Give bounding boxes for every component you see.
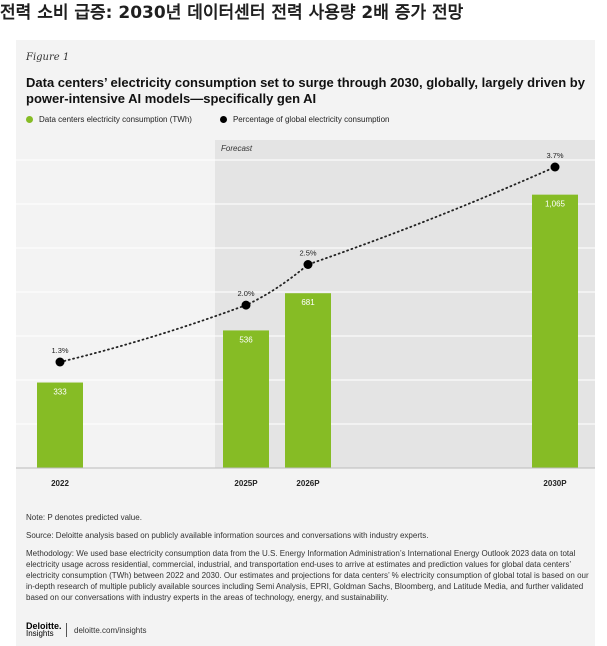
- chart-legend: Data centers electricity consumption (TW…: [26, 115, 417, 124]
- logo-sub-text: Insights: [26, 629, 54, 638]
- percentage-point-2022: [55, 357, 65, 367]
- x-tick-label: 2026P: [296, 479, 320, 488]
- percentage-label: 2.5%: [299, 249, 316, 258]
- percentage-trendline: [59, 166, 556, 363]
- forecast-label: Forecast: [221, 144, 253, 153]
- forecast-region: [215, 140, 595, 468]
- legend-bar-swatch: [26, 116, 33, 123]
- figure-label: Figure 1: [26, 52, 70, 63]
- source-text: Source: Deloitte analysis based on publi…: [26, 531, 429, 540]
- bar-2030P: [532, 194, 578, 468]
- deloitte-logo: Deloitte. Insights: [26, 621, 62, 638]
- logo-main-text: Deloitte.: [26, 621, 62, 631]
- legend-dot-swatch: [219, 116, 227, 123]
- methodology-text: Methodology: We used base electricity co…: [26, 549, 589, 602]
- bar-value-label: 681: [301, 298, 315, 307]
- percentage-point-2026P: [303, 260, 313, 269]
- legend-item-consumption: Data centers electricity consumption (TW…: [26, 115, 192, 124]
- bar-value-label: 1,065: [545, 200, 566, 209]
- percentage-point-2030P: [550, 162, 560, 172]
- percentage-label: 2.0%: [237, 289, 254, 298]
- percentage-point-2025P: [241, 300, 251, 310]
- footer: Deloitte. Insights deloitte.com/insights: [26, 622, 146, 638]
- page-title: 전력 소비 급증: 2030년 데이터센터 전력 사용량 2배 증가 전망: [0, 3, 464, 23]
- x-tick-label: 2022: [51, 479, 69, 488]
- bar-2026P: [285, 293, 331, 468]
- legend-label-percentage: Percentage of global electricity consump…: [232, 115, 390, 124]
- note-text: Note: P denotes predicted value.: [26, 513, 142, 522]
- legend-label-consumption: Data centers electricity consumption (TW…: [39, 115, 192, 124]
- bar-value-label: 536: [239, 335, 253, 344]
- bar-value-label: 333: [53, 388, 67, 397]
- chart-title: Data centers’ electricity consumption se…: [26, 75, 585, 106]
- footer-divider: [66, 623, 67, 637]
- x-tick-label: 2025P: [234, 479, 258, 488]
- figure-panel: Figure 1 Data centers’ electricity consu…: [16, 40, 595, 646]
- percentage-label: 1.3%: [51, 346, 68, 355]
- bar-2022: [37, 382, 83, 468]
- legend-item-percentage: Percentage of global electricity consump…: [219, 115, 390, 124]
- percentage-label: 3.7%: [546, 151, 563, 160]
- x-tick-label: 2030P: [543, 479, 567, 488]
- bar-2025P: [223, 330, 269, 468]
- footer-link[interactable]: deloitte.com/insights: [74, 625, 147, 635]
- notes-section: Note: P denotes predicted value. Source:…: [26, 512, 591, 610]
- chart-plot: Forecast 333 536 681 1,065 2022 2025P 2026P 2030…: [16, 140, 595, 488]
